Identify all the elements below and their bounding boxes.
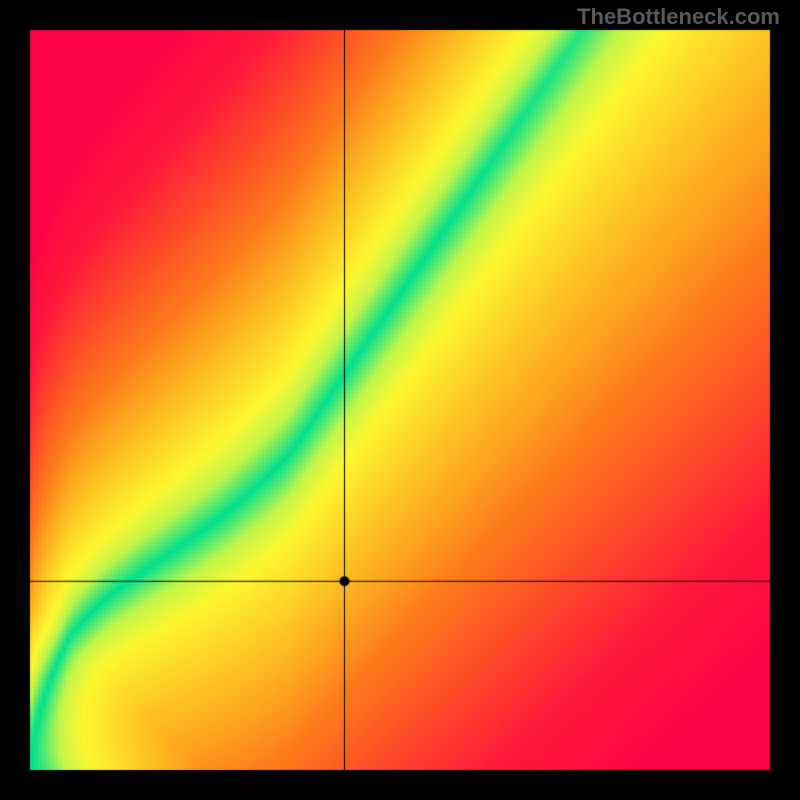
watermark-text: TheBottleneck.com: [577, 4, 780, 30]
bottleneck-heatmap-canvas: [0, 0, 800, 800]
chart-container: TheBottleneck.com: [0, 0, 800, 800]
